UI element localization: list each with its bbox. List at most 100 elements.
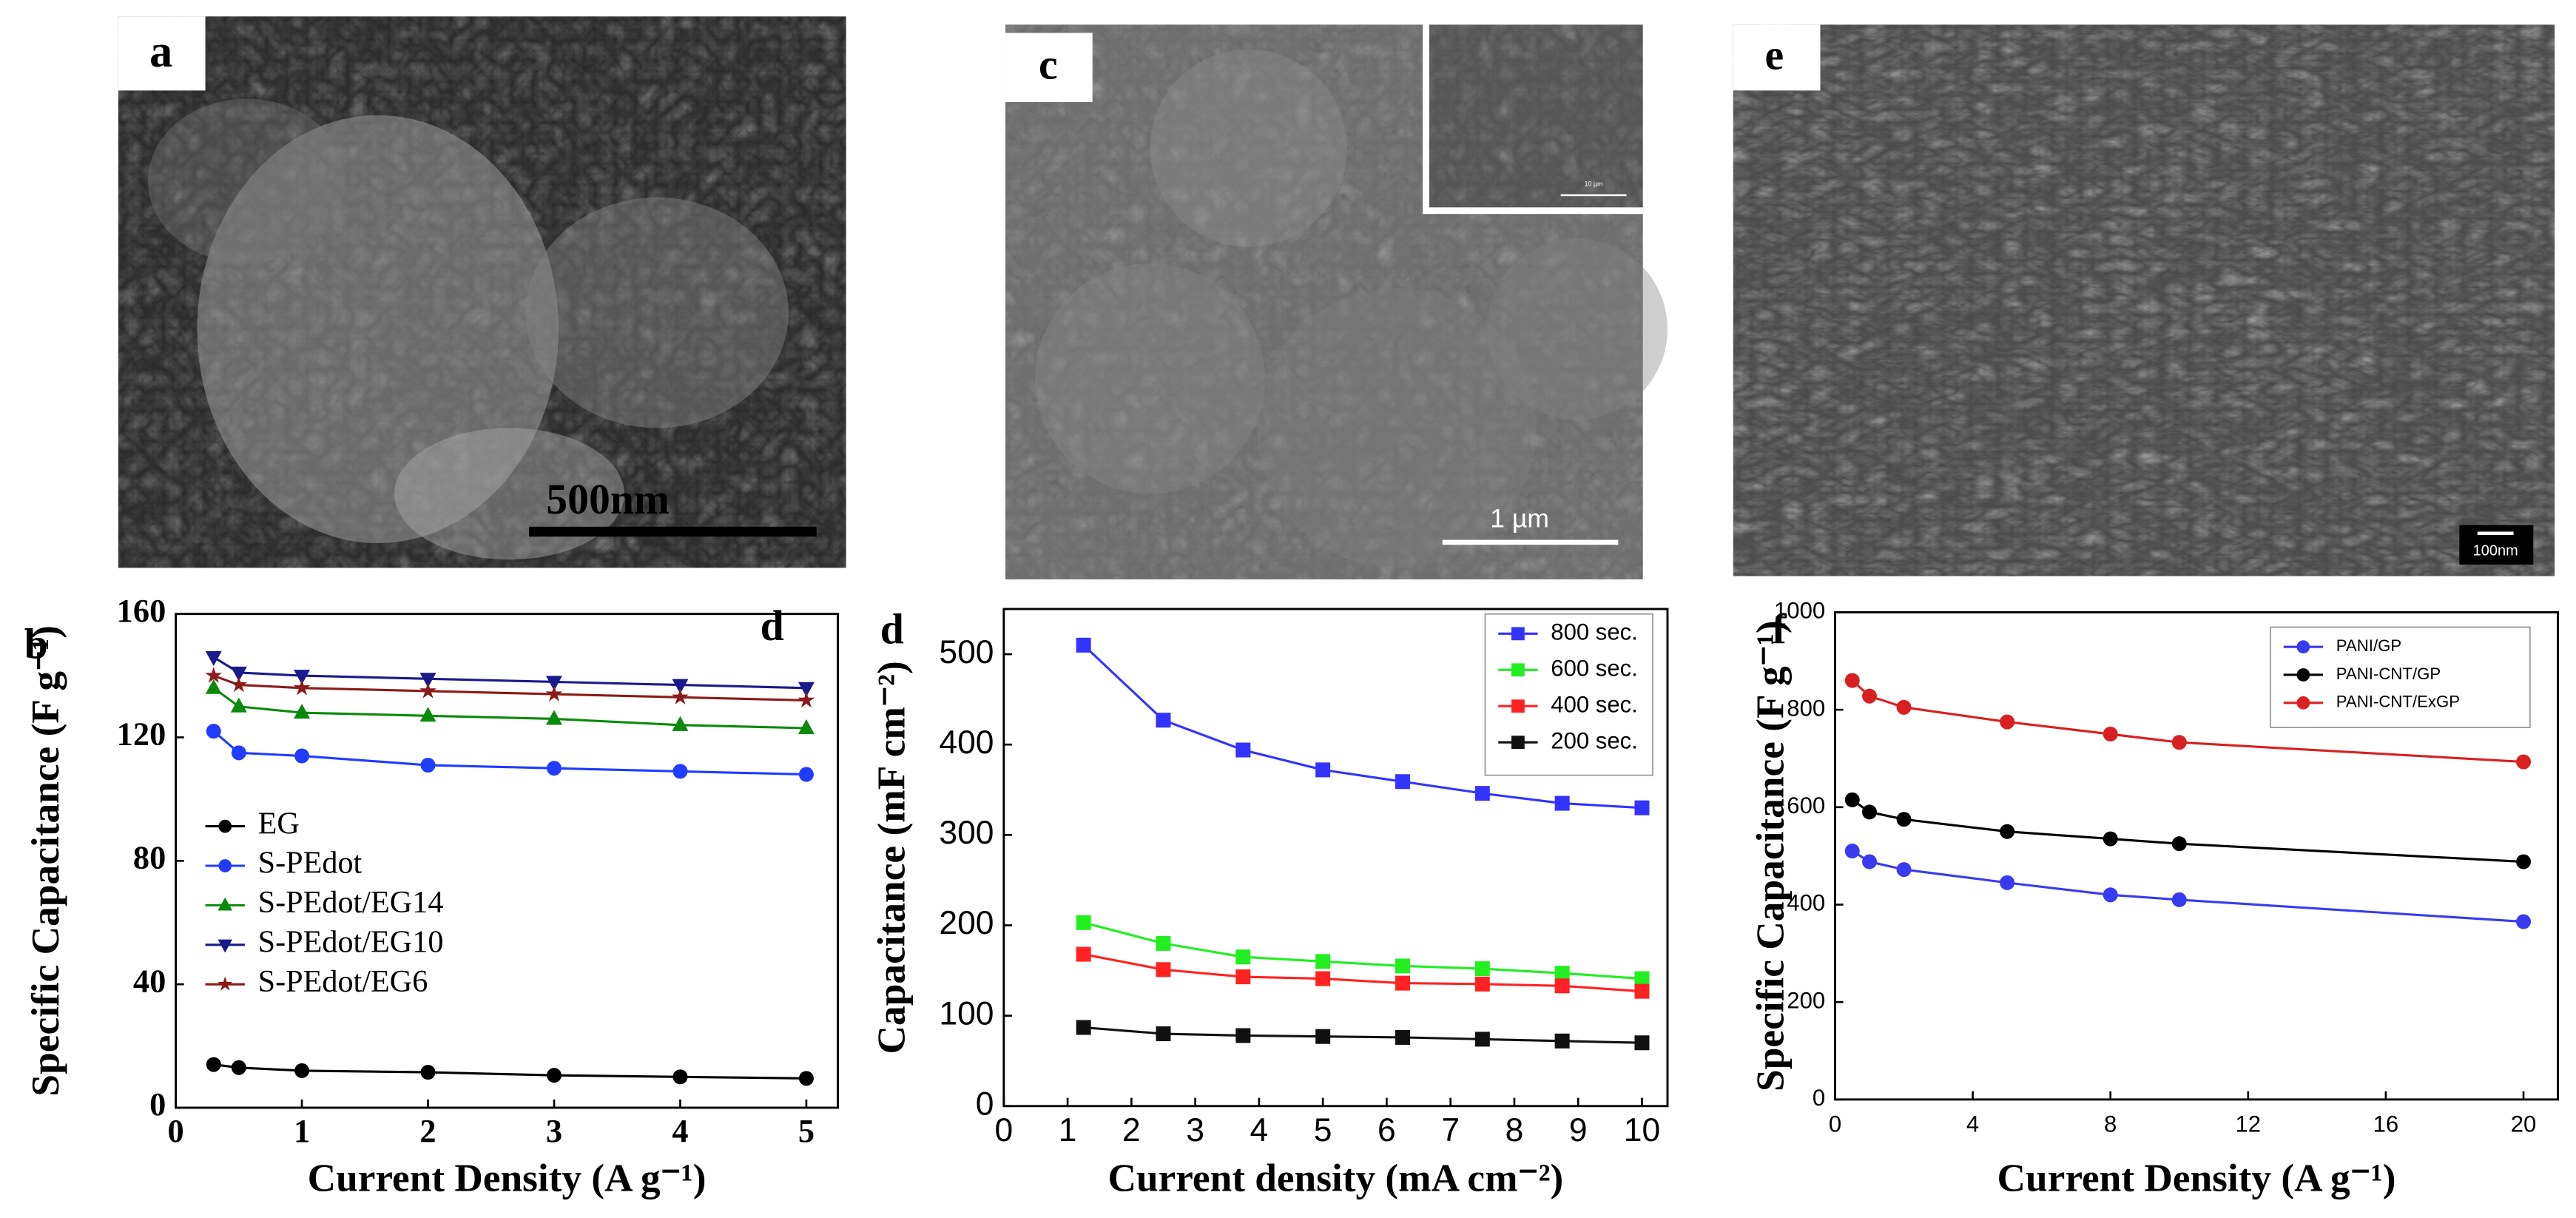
- series-line: [1083, 1026, 1642, 1044]
- legend-label: S-PEdot/EG6: [258, 964, 428, 999]
- y-tick-label: 80: [133, 839, 166, 876]
- x-tick-label: 8: [2104, 1111, 2117, 1137]
- data-point: [2103, 727, 2118, 742]
- y-tick-label: 0: [976, 1086, 994, 1122]
- data-point: [1634, 800, 1650, 815]
- x-tick-label: 7: [1441, 1112, 1460, 1148]
- y-tick-label: 100: [939, 995, 994, 1032]
- data-point: [1474, 976, 1490, 992]
- legend-label: 400 sec.: [1551, 691, 1638, 717]
- data-point: [1156, 1026, 1171, 1042]
- x-tick-label: 9: [1569, 1112, 1588, 1148]
- data-point: [294, 704, 311, 719]
- data-point: [230, 666, 247, 682]
- legend-label: PANI/GP: [2336, 636, 2401, 655]
- data-point: [1634, 1035, 1650, 1051]
- data-point: [672, 764, 688, 779]
- sem-image-a: [118, 16, 846, 568]
- sem-image-e: [1733, 24, 2555, 576]
- x-tick-label: 2: [419, 1112, 436, 1149]
- data-point: [2171, 892, 2187, 907]
- scale-bar-label: 100nm: [2473, 542, 2518, 559]
- legend-marker: [2296, 696, 2310, 710]
- data-point: [1862, 854, 1878, 869]
- data-point: [1554, 978, 1570, 994]
- x-tick-label: 0: [168, 1112, 184, 1149]
- y-tick-label: 120: [117, 716, 166, 753]
- legend-label: 200 sec.: [1551, 727, 1638, 753]
- legend-marker: [218, 897, 233, 911]
- legend-label: 600 sec.: [1551, 656, 1638, 682]
- data-point: [672, 679, 689, 694]
- series-line: [1083, 953, 1642, 993]
- y-tick-label: 800: [1787, 695, 1825, 721]
- panel-label: b: [24, 622, 48, 668]
- sem-image-c: [1005, 21, 1668, 579]
- x-tick-label: 6: [1378, 1112, 1396, 1148]
- data-point: [1076, 946, 1091, 962]
- y-tick-label: 400: [939, 724, 994, 761]
- legend-label: 800 sec.: [1551, 619, 1638, 645]
- data-point: [1315, 971, 1331, 986]
- data-point: [1634, 971, 1650, 986]
- legend-label: S-PEdot: [258, 846, 363, 881]
- panel-label: d: [761, 603, 784, 650]
- data-point: [2516, 754, 2532, 770]
- scale-bar-label: 10 µm: [1585, 180, 1603, 187]
- data-point: [419, 707, 436, 722]
- panel-label: f: [1772, 607, 1787, 653]
- data-point: [1076, 915, 1091, 930]
- data-point: [231, 1060, 246, 1075]
- y-tick-label: 1000: [1774, 598, 1825, 624]
- legend-marker: [1511, 627, 1525, 641]
- data-point: [2171, 735, 2187, 750]
- plot-frame: [1834, 611, 2560, 1101]
- data-point: [1474, 961, 1490, 977]
- y-axis-label: Specific Capacitance (F g⁻¹): [23, 625, 67, 1097]
- series-line: [1082, 644, 1642, 810]
- data-point: [547, 1068, 562, 1083]
- data-point: [2000, 875, 2015, 890]
- data-point: [798, 1071, 814, 1086]
- x-tick-label: 4: [672, 1112, 688, 1149]
- data-point: [1076, 637, 1091, 653]
- data-point: [2516, 854, 2532, 869]
- data-point: [294, 748, 310, 764]
- data-point: [1474, 786, 1490, 801]
- data-point: [1896, 862, 1912, 878]
- data-point: [1395, 958, 1410, 974]
- x-tick-label: 5: [798, 1112, 815, 1149]
- chart: 0 1 2 3 4 5 0 40 80 120 160 Current Density (A g⁻¹)…: [23, 592, 839, 1200]
- data-point: [205, 667, 223, 683]
- y-tick-label: 40: [133, 962, 166, 999]
- data-point: [1395, 1029, 1410, 1045]
- data-point: [1315, 1029, 1331, 1044]
- data-point: [2516, 914, 2532, 929]
- legend-marker: [218, 819, 232, 833]
- data-point: [230, 676, 248, 693]
- panel-label: c: [1039, 42, 1058, 89]
- y-tick-label: 0: [149, 1086, 166, 1123]
- data-point: [672, 1069, 688, 1085]
- y-tick-label: 160: [117, 592, 166, 629]
- y-tick-label: 200: [1787, 987, 1825, 1013]
- data-point: [1156, 935, 1171, 951]
- y-tick-label: 400: [1787, 890, 1825, 916]
- legend-marker: [1511, 663, 1525, 677]
- x-tick-label: 1: [1059, 1112, 1077, 1148]
- legend-marker: [218, 976, 233, 991]
- data-point: [1395, 975, 1410, 991]
- data-point: [1862, 804, 1878, 820]
- data-point: [1315, 762, 1331, 778]
- x-tick-label: 3: [1186, 1112, 1204, 1148]
- y-axis-label: Specific Capacitance (F g⁻¹): [1748, 620, 1793, 1091]
- y-tick-label: 200: [939, 905, 994, 941]
- panel-label: d: [880, 607, 904, 653]
- data-point: [293, 679, 311, 696]
- x-tick-label: 10: [1624, 1112, 1660, 1148]
- data-point: [798, 682, 815, 697]
- data-point: [1235, 742, 1251, 758]
- data-point: [419, 673, 436, 688]
- y-axis-label: Capacitance (mF cm⁻²): [869, 661, 914, 1054]
- data-point: [798, 719, 815, 734]
